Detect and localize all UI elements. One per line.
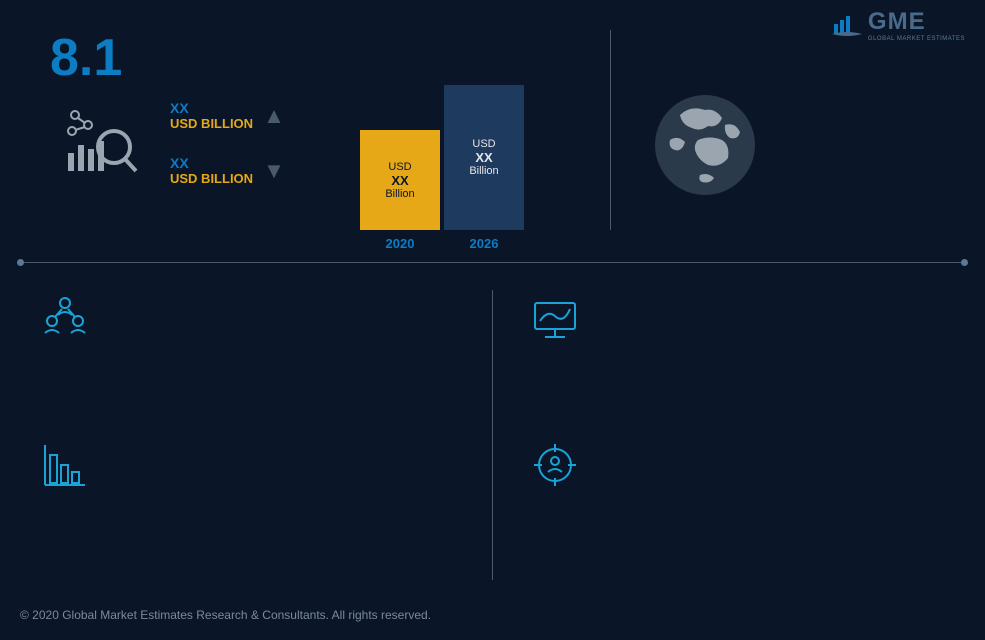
footer-copyright: © 2020 Global Market Estimates Research …	[20, 608, 431, 622]
quadrant-key-players	[40, 295, 460, 345]
logo-icon	[832, 12, 862, 38]
bar-2020-unit: Billion	[385, 188, 414, 200]
analytics-icon	[60, 103, 140, 183]
arrow-up-icon: ▲	[263, 103, 285, 129]
middle-vertical-divider	[492, 290, 493, 580]
quadrant-largest-segment	[40, 440, 460, 490]
people-icon	[40, 295, 90, 345]
quadrant-base-year	[530, 440, 950, 490]
metric-low-unit: USD BILLION	[170, 171, 253, 186]
metric-low-value: XX	[170, 155, 253, 171]
bar-chart: USD XX Billion 2020 USD XX Billion 2026	[360, 85, 524, 251]
metric-high-value: XX	[170, 100, 253, 116]
top-vertical-divider	[610, 30, 611, 230]
bar-2026: USD XX Billion	[444, 85, 524, 230]
metrics-block: XX USD BILLION ▲ XX USD BILLION ▼	[60, 100, 285, 186]
metric-high-unit: USD BILLION	[170, 116, 253, 131]
logo-text: GME	[868, 8, 965, 36]
bar-2026-currency: USD	[472, 138, 495, 150]
metric-low: XX USD BILLION ▼	[170, 155, 285, 186]
bar-2020-currency: USD	[388, 161, 411, 173]
bar-chart-icon	[40, 440, 90, 490]
bar-2026-value: XX	[475, 150, 492, 165]
cagr-value: 8.1	[50, 28, 122, 88]
monitor-trend-icon	[530, 295, 580, 345]
bar-2020-value: XX	[391, 173, 408, 188]
arrow-down-icon: ▼	[263, 158, 285, 184]
globe-icon	[650, 90, 760, 200]
horizontal-divider	[20, 262, 965, 263]
bar-2020: USD XX Billion	[360, 130, 440, 230]
globe-block	[650, 90, 760, 205]
bar-2026-unit: Billion	[469, 165, 498, 177]
logo: GME GLOBAL MARKET ESTIMATES	[832, 8, 965, 42]
metric-high: XX USD BILLION ▲	[170, 100, 285, 131]
bar-2020-year: 2020	[360, 236, 440, 251]
bar-2026-year: 2026	[444, 236, 524, 251]
quadrant-fastest-segment	[530, 295, 950, 345]
logo-subtitle: GLOBAL MARKET ESTIMATES	[868, 36, 965, 42]
target-person-icon	[530, 440, 580, 490]
